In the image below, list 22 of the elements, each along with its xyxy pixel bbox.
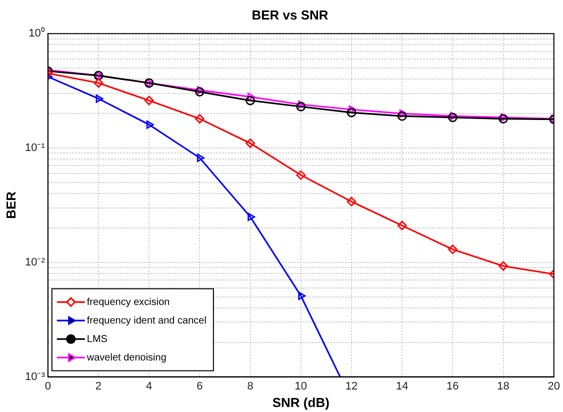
x-tick-label: 8	[247, 380, 254, 392]
x-tick-label: 12	[345, 380, 358, 392]
x-tick-label: 14	[396, 380, 408, 392]
legend-label: wavelet denoising	[86, 352, 166, 364]
y-tick-label: 10⁻¹	[24, 142, 46, 154]
y-tick-label: 10⁻²	[24, 256, 46, 268]
x-tick-label: 0	[44, 380, 51, 392]
x-tick-label: 20	[548, 380, 560, 392]
x-tick-label: 2	[95, 380, 102, 392]
legend-label: LMS	[86, 334, 108, 345]
legend-label: frequency ident and cancel	[86, 315, 206, 326]
x-tick-label: 18	[497, 380, 510, 392]
x-tick-label: 6	[196, 380, 203, 392]
x-tick-label: 16	[446, 380, 459, 392]
legend-label: frequency excision	[86, 296, 170, 308]
x-axis-title: SNR (dB)	[272, 395, 330, 410]
x-tick-label: 10	[294, 380, 308, 392]
y-tick-label: 10⁰	[28, 26, 45, 40]
chart-title: BER vs SNR	[252, 7, 329, 22]
x-tick-label: 4	[146, 380, 152, 392]
y-tick-label: 10⁻³	[24, 370, 46, 383]
y-axis-title: BER	[4, 190, 19, 219]
